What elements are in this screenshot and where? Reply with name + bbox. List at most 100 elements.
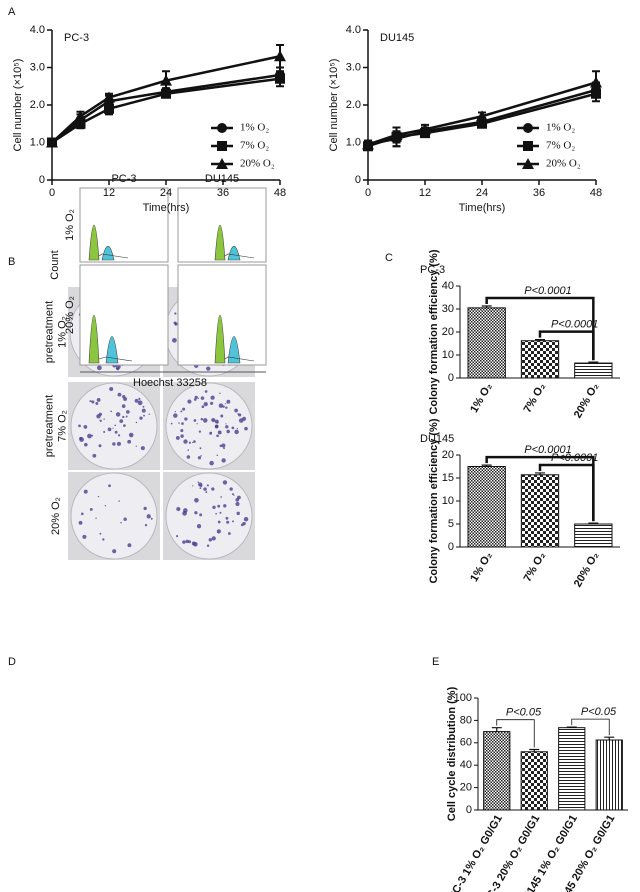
colony xyxy=(114,424,117,427)
colony xyxy=(96,398,101,402)
colony xyxy=(187,399,192,404)
marker xyxy=(275,73,285,84)
colony xyxy=(210,395,215,400)
colony xyxy=(117,392,122,397)
annotation: P<0.0001 xyxy=(551,318,598,330)
x-tick-label: 12 xyxy=(419,187,431,199)
colony xyxy=(120,522,122,524)
y-tick-label: 3.0 xyxy=(346,61,361,73)
bar xyxy=(520,474,560,548)
colony xyxy=(135,421,138,424)
colony xyxy=(200,418,204,421)
marker xyxy=(523,123,533,133)
colony xyxy=(114,430,118,434)
y-tick-label: 40 xyxy=(442,280,454,292)
colony xyxy=(225,425,229,429)
colony xyxy=(194,511,198,515)
row-label: 20% O₂ xyxy=(64,296,76,334)
colony xyxy=(135,445,137,447)
colony xyxy=(99,419,102,422)
colony xyxy=(194,395,198,400)
colony xyxy=(199,513,203,517)
annotation: P<0.0001 xyxy=(524,444,571,456)
colony xyxy=(225,406,228,409)
colony xyxy=(233,494,235,496)
colony xyxy=(229,487,233,491)
fit-line xyxy=(98,356,133,362)
row-label: 7% O₂ xyxy=(56,410,68,442)
colony xyxy=(218,431,221,433)
y-tick-label: 40 xyxy=(460,759,472,771)
dish xyxy=(70,472,158,560)
y-tick-label: 30 xyxy=(442,303,454,315)
y-tick-label: 3.0 xyxy=(30,61,45,73)
x-tick-label: 48 xyxy=(274,187,286,199)
colony xyxy=(236,427,238,430)
y-tick-label: 1.0 xyxy=(346,136,361,148)
colony xyxy=(203,401,208,407)
colony xyxy=(187,449,190,451)
marker xyxy=(217,141,227,151)
x-tick-label: 36 xyxy=(217,187,229,199)
colony xyxy=(219,444,222,448)
colony xyxy=(206,544,210,547)
annotation: P<0.05 xyxy=(506,707,542,719)
error-bar xyxy=(604,736,615,740)
legend-label: 7% O₂ xyxy=(240,140,269,152)
colony xyxy=(209,431,213,435)
y-axis-label: Cell cycle distribution (%) xyxy=(446,686,458,821)
colony xyxy=(217,520,221,524)
colony xyxy=(226,399,231,404)
colony xyxy=(122,415,125,419)
error-bar xyxy=(588,361,599,364)
y-tick-label: 60 xyxy=(460,737,472,749)
colony xyxy=(211,536,216,541)
colony xyxy=(192,441,194,444)
legend-label: 1% O₂ xyxy=(240,122,269,134)
colony xyxy=(174,312,177,315)
colony xyxy=(174,411,176,413)
colony xyxy=(138,397,141,400)
colony xyxy=(185,539,190,544)
error-bar xyxy=(535,338,545,341)
error-bar xyxy=(481,464,492,467)
colony xyxy=(225,516,229,520)
colony xyxy=(193,440,196,443)
g1-peak xyxy=(214,314,226,364)
colony xyxy=(95,517,97,519)
colony xyxy=(221,458,226,463)
marker xyxy=(46,136,58,148)
colony xyxy=(123,397,128,401)
colony xyxy=(240,523,244,527)
colony xyxy=(143,414,145,417)
y-tick-label: 10 xyxy=(442,495,454,507)
bar xyxy=(558,727,586,811)
chart-title: DU145 xyxy=(420,433,454,445)
y-axis-label: Colony formation efficiency (%) xyxy=(428,418,440,583)
colony xyxy=(183,439,188,444)
column-label: DU145 xyxy=(205,173,239,185)
colony xyxy=(234,408,239,413)
colony xyxy=(137,400,143,406)
colony xyxy=(244,426,248,431)
legend-label: 20% O₂ xyxy=(546,158,581,170)
y-tick-label: 1.0 xyxy=(30,136,45,148)
x-tick-label: 7% O₂ xyxy=(522,550,549,584)
colony xyxy=(197,456,202,460)
colony xyxy=(146,514,151,519)
colony xyxy=(140,446,145,451)
marker xyxy=(419,123,431,135)
colony xyxy=(221,443,226,448)
colony xyxy=(172,337,177,343)
colony xyxy=(235,501,240,507)
colony xyxy=(128,432,134,438)
y-tick-label: 2.0 xyxy=(30,99,45,111)
marker xyxy=(217,123,227,133)
colony xyxy=(148,413,150,415)
colony xyxy=(211,487,215,491)
annotation: P<0.0001 xyxy=(524,285,571,297)
error-bar xyxy=(588,522,599,524)
colony xyxy=(193,398,197,401)
